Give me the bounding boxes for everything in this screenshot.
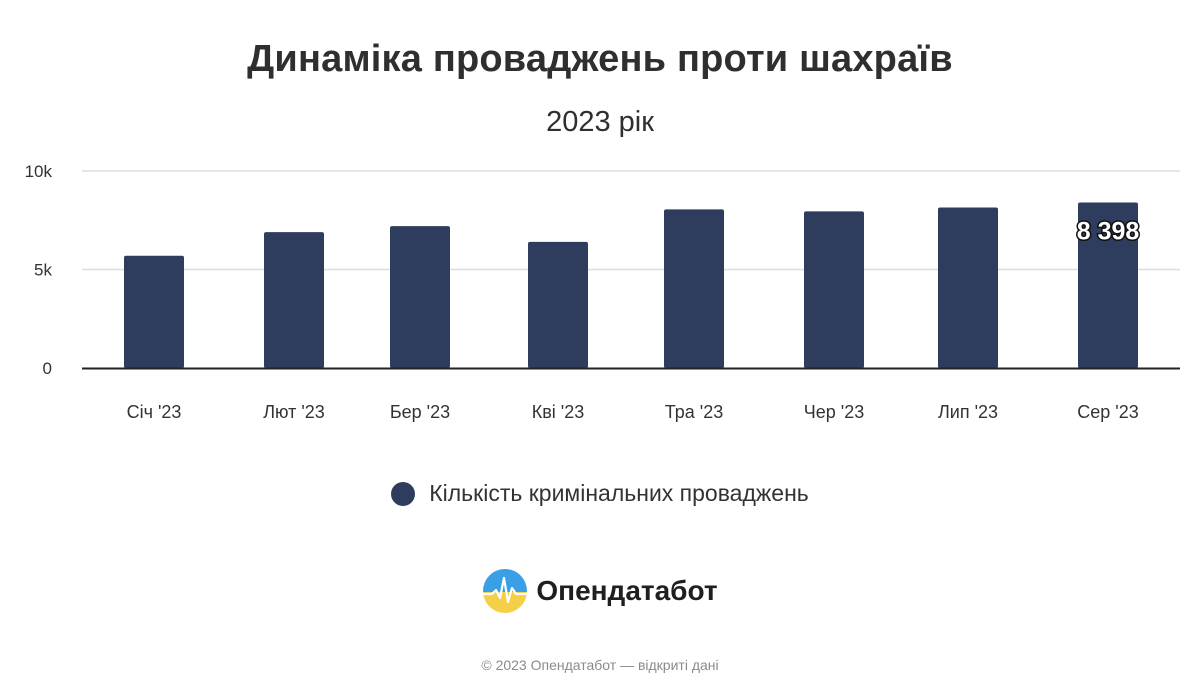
bar[interactable] xyxy=(804,211,864,368)
x-tick-label: Чер '23 xyxy=(804,402,864,422)
x-tick-label: Січ '23 xyxy=(127,402,182,422)
legend-label: Кількість кримінальних проваджень xyxy=(429,480,809,506)
bar[interactable] xyxy=(664,209,724,368)
bar[interactable] xyxy=(390,226,450,368)
brand-name: Опендатабот xyxy=(536,575,718,606)
legend-marker xyxy=(391,481,416,506)
brand: Опендатабот xyxy=(0,568,1200,614)
opendatabot-logo-icon xyxy=(483,569,528,613)
bar[interactable] xyxy=(124,255,184,368)
data-label: 8 398 xyxy=(1077,218,1140,246)
y-tick-label: 5k xyxy=(34,261,52,280)
bar[interactable] xyxy=(264,232,324,368)
x-tick-label: Кві '23 xyxy=(532,402,585,422)
y-tick-label: 0 xyxy=(43,359,52,378)
copyright-text: © 2023 Опендатабот — відкриті дані xyxy=(481,657,719,673)
chart-title: Динаміка проваджень проти шахраїв xyxy=(247,38,953,80)
x-tick-label: Бер '23 xyxy=(390,402,450,422)
bar[interactable] xyxy=(528,241,588,368)
x-tick-label: Лют '23 xyxy=(263,402,325,422)
x-tick-label: Сер '23 xyxy=(1077,402,1138,422)
chart-subtitle: 2023 рік xyxy=(546,106,654,138)
bar[interactable] xyxy=(938,207,998,368)
bar-chart: 0 5k 10k Січ '23 Лют '23 Бер '23 Кві '23 Тра '2… xyxy=(25,162,1180,422)
y-tick-label: 10k xyxy=(25,162,53,181)
legend[interactable]: Кількість кримінальних проваджень xyxy=(0,480,1200,507)
x-tick-label: Тра '23 xyxy=(665,402,723,422)
bar[interactable] xyxy=(1078,202,1138,368)
x-tick-label: Лип '23 xyxy=(938,402,998,422)
